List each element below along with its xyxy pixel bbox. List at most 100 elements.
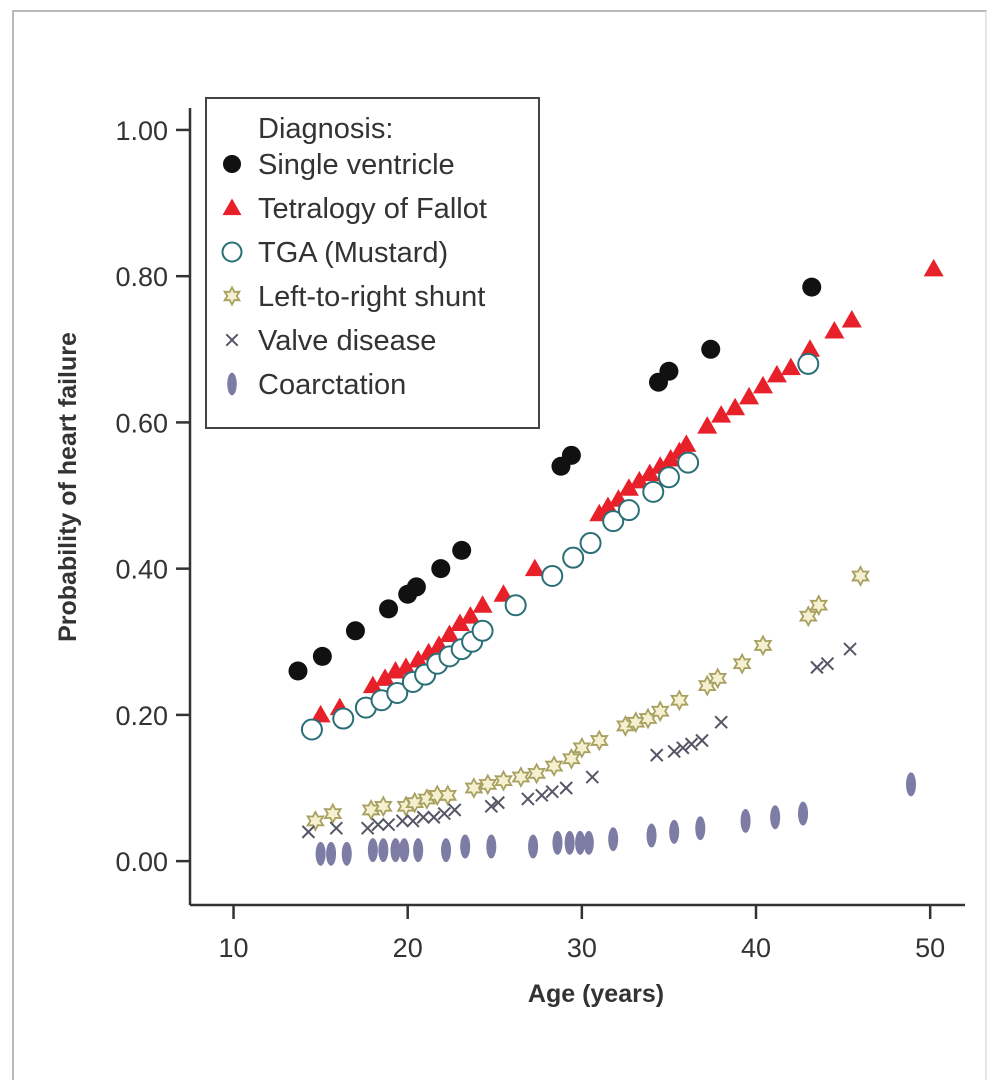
legend-label: Left-to-right shunt xyxy=(258,281,485,313)
data-point xyxy=(711,405,732,423)
legend-marker xyxy=(222,198,242,216)
data-point xyxy=(323,802,343,825)
data-point xyxy=(449,613,470,631)
data-point xyxy=(572,736,592,759)
data-point xyxy=(809,594,829,617)
legend-title: Diagnosis: xyxy=(258,113,393,145)
series-single-ventricle xyxy=(288,277,822,681)
data-point xyxy=(375,668,396,686)
data-point xyxy=(416,810,431,824)
data-point xyxy=(739,386,760,405)
data-point xyxy=(441,838,452,863)
legend-items: Single ventricle Tetralogy of Fallot TGA (… xyxy=(221,149,487,401)
data-point xyxy=(545,784,559,799)
data-point xyxy=(491,795,505,810)
data-point xyxy=(650,748,664,762)
data-point xyxy=(494,769,513,792)
data-point xyxy=(524,558,545,577)
data-point xyxy=(770,805,781,830)
data-point xyxy=(472,595,493,613)
data-point xyxy=(437,806,451,821)
data-point xyxy=(695,816,706,841)
data-point xyxy=(701,339,721,359)
data-point xyxy=(379,599,399,619)
data-point xyxy=(541,564,564,587)
data-point xyxy=(714,715,728,729)
legend-label: Valve disease xyxy=(258,325,436,357)
data-point xyxy=(484,799,498,813)
data-point xyxy=(310,704,331,723)
data-point xyxy=(562,546,585,569)
data-point xyxy=(431,559,451,579)
data-point xyxy=(521,792,535,806)
data-point xyxy=(300,718,323,741)
x-tick-label: 10 xyxy=(219,933,249,963)
data-point xyxy=(798,801,809,826)
data-point xyxy=(669,819,680,844)
y-tick-label: 0.40 xyxy=(115,555,168,585)
data-point xyxy=(642,480,665,503)
data-point xyxy=(676,741,690,755)
data-point xyxy=(843,642,857,656)
legend-marker xyxy=(221,241,243,263)
data-point xyxy=(544,755,564,778)
data-point xyxy=(732,652,752,675)
data-point xyxy=(923,258,944,277)
data-point xyxy=(753,634,773,657)
data-point xyxy=(527,762,547,785)
y-tick-label: 0.80 xyxy=(115,262,168,292)
data-point xyxy=(399,838,410,863)
data-point xyxy=(564,830,575,855)
data-point xyxy=(597,496,618,514)
data-point xyxy=(841,310,862,328)
data-point xyxy=(504,594,527,617)
data-point xyxy=(395,814,410,828)
data-point xyxy=(667,744,681,759)
data-point xyxy=(561,747,581,770)
data-point xyxy=(427,810,441,824)
data-point xyxy=(438,784,458,807)
data-point xyxy=(362,675,383,694)
series-left-to-right-shunt xyxy=(305,565,870,832)
x-tick-label: 30 xyxy=(567,933,597,963)
data-point xyxy=(406,577,426,597)
x-tick-label: 50 xyxy=(915,933,945,963)
data-point xyxy=(824,321,845,339)
data-point xyxy=(697,416,718,434)
data-point xyxy=(766,364,787,383)
series-coarctation xyxy=(315,772,917,866)
data-point xyxy=(367,838,378,863)
data-point xyxy=(486,834,497,859)
data-point xyxy=(378,838,389,863)
data-point xyxy=(413,838,424,863)
data-point xyxy=(650,700,670,723)
data-point xyxy=(797,352,820,375)
data-point xyxy=(288,661,308,681)
y-tick-label: 1.00 xyxy=(115,116,168,146)
data-point xyxy=(684,737,699,751)
data-point xyxy=(381,817,396,832)
data-point xyxy=(589,729,609,752)
data-point xyxy=(332,707,355,730)
data-point xyxy=(552,830,563,855)
data-point xyxy=(408,650,429,668)
data-point xyxy=(390,838,401,863)
data-point xyxy=(780,357,801,376)
x-tick-label: 40 xyxy=(741,933,771,963)
legend-marker xyxy=(227,372,237,396)
y-axis-ticks: 0.00 0.20 0.40 0.60 0.80 1.00 xyxy=(115,116,190,877)
figure-frame xyxy=(12,10,987,1080)
data-point xyxy=(800,339,820,357)
data-point xyxy=(406,814,420,828)
data-point xyxy=(659,361,679,381)
data-point xyxy=(617,499,640,522)
data-point xyxy=(464,777,484,799)
series-tetralogy-of-fallot xyxy=(310,258,944,723)
data-point xyxy=(608,827,619,852)
data-point xyxy=(460,834,471,859)
data-point xyxy=(708,667,728,690)
data-point xyxy=(528,834,539,859)
data-point xyxy=(810,660,824,675)
series-valve-disease xyxy=(301,642,857,839)
